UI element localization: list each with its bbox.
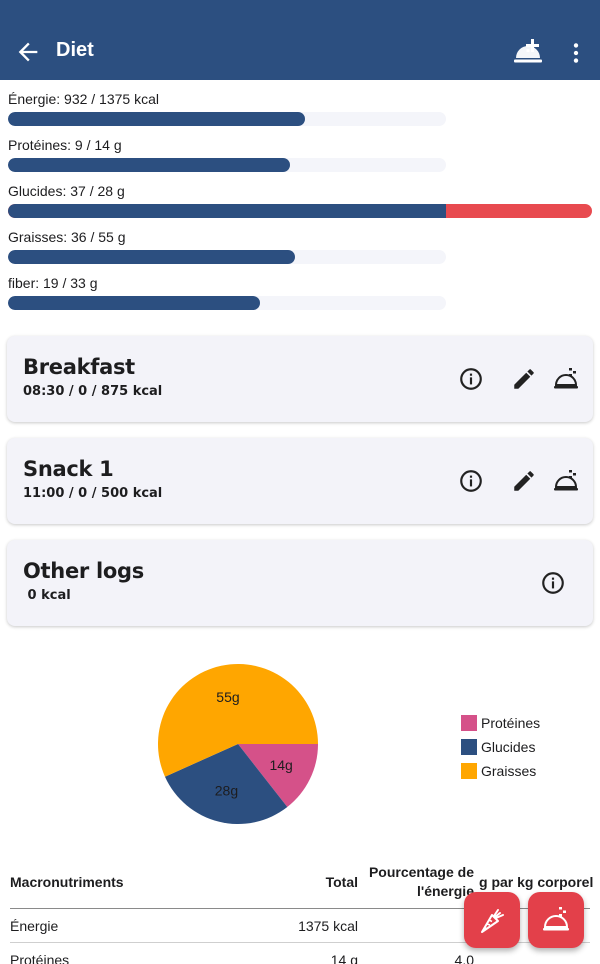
meal-name: Snack 1 bbox=[23, 457, 114, 481]
header-total: Total bbox=[325, 874, 358, 890]
header-energy-pct-line1: Pourcentage de bbox=[368, 864, 474, 880]
table-divider bbox=[10, 942, 590, 943]
progress-fill bbox=[8, 158, 290, 172]
meal-summary: 11:00 / 0 / 500 kcal bbox=[23, 486, 163, 501]
pie-slice-glucides bbox=[164, 744, 288, 824]
add-food-icon[interactable] bbox=[553, 468, 579, 494]
page-title: Diet bbox=[56, 39, 94, 61]
progress-label: Glucides: 37 / 28 g bbox=[8, 183, 125, 199]
progress-track bbox=[8, 112, 446, 126]
info-icon[interactable] bbox=[458, 366, 484, 392]
progress-track bbox=[8, 158, 446, 172]
pie-slice-label: 14g bbox=[269, 757, 292, 773]
edit-icon[interactable] bbox=[511, 366, 537, 392]
progress-label: Énergie: 932 / 1375 kcal bbox=[8, 91, 159, 107]
legend-label: Glucides bbox=[481, 739, 536, 755]
progress-fill bbox=[8, 112, 305, 126]
add-food-item-button[interactable] bbox=[464, 892, 520, 948]
other-logs-card[interactable]: Other logs 0 kcal bbox=[7, 540, 593, 626]
progress-track bbox=[8, 250, 446, 264]
other-logs-title: Other logs bbox=[23, 559, 144, 583]
pie-slice-protéines bbox=[238, 744, 318, 808]
legend-label: Protéines bbox=[481, 715, 541, 731]
pie-legend: Protéines Glucides Graisses bbox=[461, 711, 540, 783]
table-cell-total: 14 g bbox=[330, 952, 358, 964]
macro-pie-chart: 14g 28g 55g bbox=[158, 664, 318, 824]
progress-fats: Graisses: 36 / 55 g bbox=[8, 228, 592, 264]
meal-card-breakfast[interactable]: Breakfast 08:30 / 0 / 875 kcal bbox=[7, 336, 593, 422]
progress-label: Graisses: 36 / 55 g bbox=[8, 229, 126, 245]
more-vert-icon[interactable] bbox=[563, 40, 589, 66]
meal-name: Breakfast bbox=[23, 355, 135, 379]
add-meal-button[interactable] bbox=[528, 892, 584, 948]
app-bar: Diet bbox=[0, 0, 600, 80]
add-food-icon[interactable] bbox=[553, 366, 579, 392]
table-cell-total: 1375 kcal bbox=[298, 918, 358, 934]
progress-label: Protéines: 9 / 14 g bbox=[8, 137, 122, 153]
table-divider bbox=[10, 908, 590, 909]
legend-item-carbs: Glucides bbox=[461, 735, 540, 759]
progress-fill bbox=[8, 296, 261, 310]
pie-slice-label: 55g bbox=[216, 689, 239, 705]
header-macronutrients: Macronutriments bbox=[10, 874, 124, 890]
pie-slice-label: 28g bbox=[215, 783, 238, 799]
add-meal-icon[interactable] bbox=[512, 36, 544, 68]
progress-fiber: fiber: 19 / 33 g bbox=[8, 274, 592, 310]
arrow-back-icon[interactable] bbox=[14, 38, 42, 66]
meal-card-snack[interactable]: Snack 1 11:00 / 0 / 500 kcal bbox=[7, 438, 593, 524]
other-logs-summary: 0 kcal bbox=[23, 588, 71, 603]
meal-add-icon bbox=[543, 907, 569, 931]
progress-track bbox=[8, 204, 592, 218]
progress-energy: Énergie: 932 / 1375 kcal bbox=[8, 90, 592, 126]
progress-fill bbox=[8, 250, 295, 264]
table-cell-pct: 4.0 bbox=[454, 952, 474, 964]
progress-proteins: Protéines: 9 / 14 g bbox=[8, 136, 592, 172]
legend-swatch bbox=[461, 763, 477, 779]
legend-item-proteins: Protéines bbox=[461, 711, 540, 735]
progress-carbs: Glucides: 37 / 28 g bbox=[8, 182, 592, 218]
legend-swatch bbox=[461, 715, 477, 731]
pie-slice-graisses bbox=[158, 664, 318, 777]
meal-summary: 08:30 / 0 / 875 kcal bbox=[23, 384, 163, 399]
edit-icon[interactable] bbox=[511, 468, 537, 494]
legend-item-fats: Graisses bbox=[461, 759, 540, 783]
header-per-kg: g par kg corporel bbox=[479, 874, 594, 890]
progress-label: fiber: 19 / 33 g bbox=[8, 275, 98, 291]
progress-fill bbox=[8, 204, 446, 218]
legend-label: Graisses bbox=[481, 763, 537, 779]
table-cell-name: Énergie bbox=[10, 918, 59, 934]
progress-track bbox=[8, 296, 446, 310]
legend-swatch bbox=[461, 739, 477, 755]
info-icon[interactable] bbox=[540, 570, 566, 596]
table-cell-name: Protéines bbox=[10, 952, 70, 964]
carrot-add-icon bbox=[481, 909, 504, 933]
info-icon[interactable] bbox=[458, 468, 484, 494]
header-energy-pct-line2: l'énergie bbox=[416, 883, 474, 899]
